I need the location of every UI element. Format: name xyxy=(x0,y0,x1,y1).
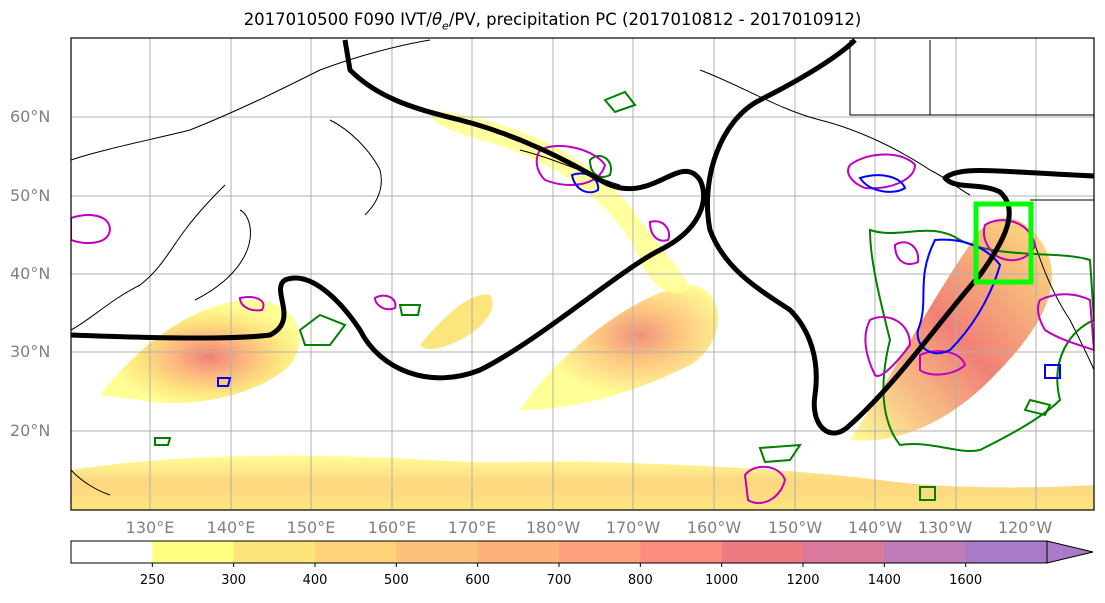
colorbar-swatch xyxy=(152,541,235,563)
colorbar-tick-label: 250 xyxy=(139,573,165,588)
grid-lines xyxy=(71,38,1094,510)
colorbar-tick-label: 1600 xyxy=(949,573,983,588)
lon-label: 120°W xyxy=(997,518,1053,537)
colorbar-swatch xyxy=(233,541,316,563)
colorbar-swatch xyxy=(477,541,560,563)
map-frame xyxy=(70,37,1095,511)
colorbar-tick-label: 600 xyxy=(465,573,491,588)
lon-label: 160°E xyxy=(367,518,417,537)
ivt-blob-small xyxy=(420,294,493,350)
colorbar-tick-label: 500 xyxy=(383,573,409,588)
theta-e-contour-east xyxy=(704,38,1094,436)
lon-label: 160°W xyxy=(686,518,742,537)
ivt-plume-central xyxy=(520,285,719,410)
colorbar-swatch xyxy=(803,541,885,563)
lat-label-20: 20°N xyxy=(10,421,51,440)
colorbar-tick-label: 800 xyxy=(627,573,653,588)
colorbar-tick-label: 1200 xyxy=(786,573,820,588)
colorbar-extend-arrow xyxy=(1046,540,1094,564)
lon-label: 140°W xyxy=(847,518,903,537)
lat-label-40: 40°N xyxy=(10,264,51,283)
lon-label: 150°W xyxy=(767,518,823,537)
lon-label: 170°E xyxy=(447,518,497,537)
lon-label: 150°E xyxy=(286,518,336,537)
colorbar-swatch xyxy=(965,541,1048,563)
theta-e-contour xyxy=(71,39,707,381)
pv-contours xyxy=(71,145,1094,505)
ivt-plume-north xyxy=(430,110,690,294)
colorbar-swatch xyxy=(71,541,153,563)
colorbar-tick-label: 700 xyxy=(546,573,572,588)
coastlines xyxy=(71,39,1094,496)
lat-label-30: 30°N xyxy=(10,342,51,361)
colorbar-swatch xyxy=(884,541,967,563)
target-box xyxy=(973,201,1034,285)
lon-label: 140°E xyxy=(206,518,256,537)
chart-title: 2017010500 F090 IVT/θe/PV, precipitation… xyxy=(243,10,862,33)
precip-blue-contours xyxy=(217,172,1061,387)
colorbar-tick-label: 400 xyxy=(302,573,328,588)
colorbar-tick-label: 1400 xyxy=(867,573,901,588)
ivt-plume-east xyxy=(850,217,1052,441)
lon-label: 180°W xyxy=(525,518,581,537)
lon-label: 130°E xyxy=(125,518,175,537)
lon-label: 170°W xyxy=(605,518,661,537)
colorbar xyxy=(70,540,1094,567)
colorbar-tick-label: 300 xyxy=(221,573,247,588)
lon-label: 130°W xyxy=(917,518,973,537)
lat-label-60: 60°N xyxy=(10,107,51,126)
ivt-shading xyxy=(71,110,1094,510)
colorbar-swatch xyxy=(315,541,397,563)
colorbar-swatch xyxy=(640,541,723,563)
colorbar-swatch xyxy=(721,541,804,563)
colorbar-swatch xyxy=(559,541,641,563)
colorbar-swatch xyxy=(396,541,479,563)
colorbar-tick-label: 1000 xyxy=(705,573,739,588)
ivt-band-south xyxy=(71,455,1094,510)
lat-label-50: 50°N xyxy=(10,186,51,205)
